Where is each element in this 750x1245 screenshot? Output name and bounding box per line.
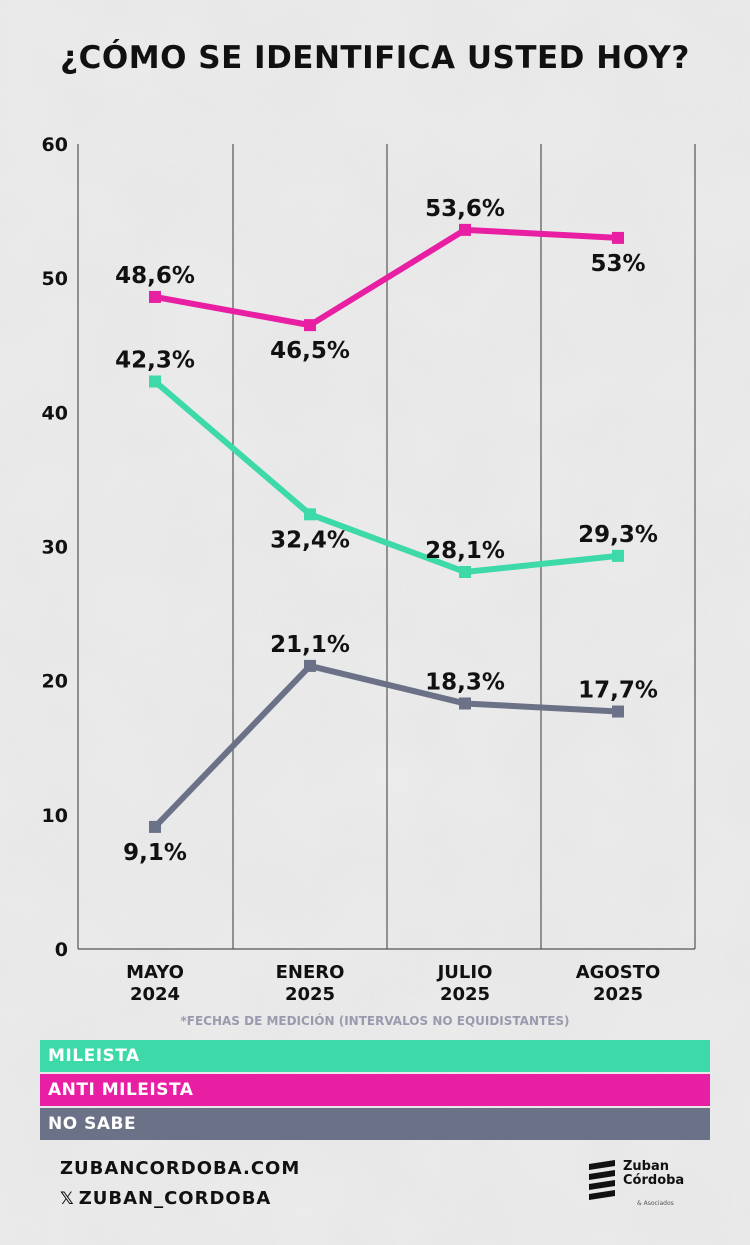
chart-note: *FECHAS DE MEDICIÓN (INTERVALOS NO EQUID… (180, 1014, 570, 1028)
data-point (149, 820, 161, 833)
data-point (459, 565, 471, 578)
footer-social: 𝕏 ZUBAN_CORDOBA (60, 1188, 271, 1209)
brand-logo: Zuban Córdoba & Asociados (585, 1158, 715, 1208)
page-title: ¿CÓMO SE IDENTIFICA USTED HOY? (60, 40, 690, 76)
data-point (612, 705, 624, 718)
footer-website: ZUBANCORDOBA.COM (60, 1158, 300, 1179)
series-line-2 (152, 662, 619, 829)
data-point (304, 659, 316, 672)
data-point (459, 697, 471, 710)
legend-no-sabe: NO SABE (40, 1108, 710, 1140)
series-line-0 (153, 379, 619, 575)
y-tick-label: 10 (42, 805, 68, 827)
x-icon: 𝕏 (60, 1189, 75, 1209)
data-point (459, 223, 471, 236)
data-label: 28,1% (425, 538, 505, 564)
data-label: 32,4% (270, 527, 350, 553)
x-tick-label-year: 2024 (130, 984, 180, 1005)
y-tick-label: 20 (42, 671, 68, 693)
x-tick-label: AGOSTO (576, 962, 661, 983)
data-point (612, 231, 624, 244)
data-label: 42,3% (115, 347, 195, 373)
legend-mileista: MILEISTA (40, 1040, 710, 1072)
data-label: 53% (590, 251, 645, 277)
x-tick-label-year: 2025 (285, 984, 335, 1005)
logo-mark-icon (589, 1160, 615, 1200)
logo-line2: Córdoba (623, 1173, 685, 1188)
data-label: 21,1% (270, 632, 350, 658)
data-label: 46,5% (270, 338, 350, 364)
data-point (612, 549, 624, 562)
y-tick-label: 30 (42, 537, 68, 559)
y-tick-label: 40 (42, 402, 68, 424)
legend-anti-mileista: ANTI MILEISTA (40, 1074, 710, 1106)
website-link[interactable]: ZUBANCORDOBA.COM (60, 1158, 301, 1179)
data-label: 18,3% (425, 669, 505, 695)
line-chart: 0102030405060MAYO2024ENERO2025JULIO2025A… (42, 134, 696, 1005)
social-handle[interactable]: ZUBAN_CORDOBA (78, 1188, 272, 1209)
x-tick-label-year: 2025 (593, 984, 643, 1005)
y-tick-label: 60 (42, 134, 68, 156)
data-label: 53,6% (425, 196, 505, 222)
x-tick-label: JULIO (436, 962, 493, 983)
data-label: 29,3% (578, 522, 658, 548)
data-point (149, 375, 161, 388)
x-tick-label: ENERO (276, 962, 345, 983)
logo-sub: & Asociados (637, 1200, 674, 1207)
data-point (304, 508, 316, 521)
y-tick-label: 0 (55, 939, 68, 961)
x-tick-label-year: 2025 (440, 984, 490, 1005)
series-line-1 (154, 226, 619, 329)
data-label: 9,1% (123, 840, 187, 866)
logo-text: Zuban Córdoba (623, 1160, 684, 1188)
logo-line1: Zuban (623, 1159, 670, 1174)
y-tick-label: 50 (42, 268, 68, 290)
data-point (149, 290, 161, 303)
x-tick-label: MAYO (126, 962, 184, 983)
data-label: 48,6% (115, 263, 195, 289)
data-point (304, 319, 316, 332)
data-label: 17,7% (578, 678, 658, 704)
